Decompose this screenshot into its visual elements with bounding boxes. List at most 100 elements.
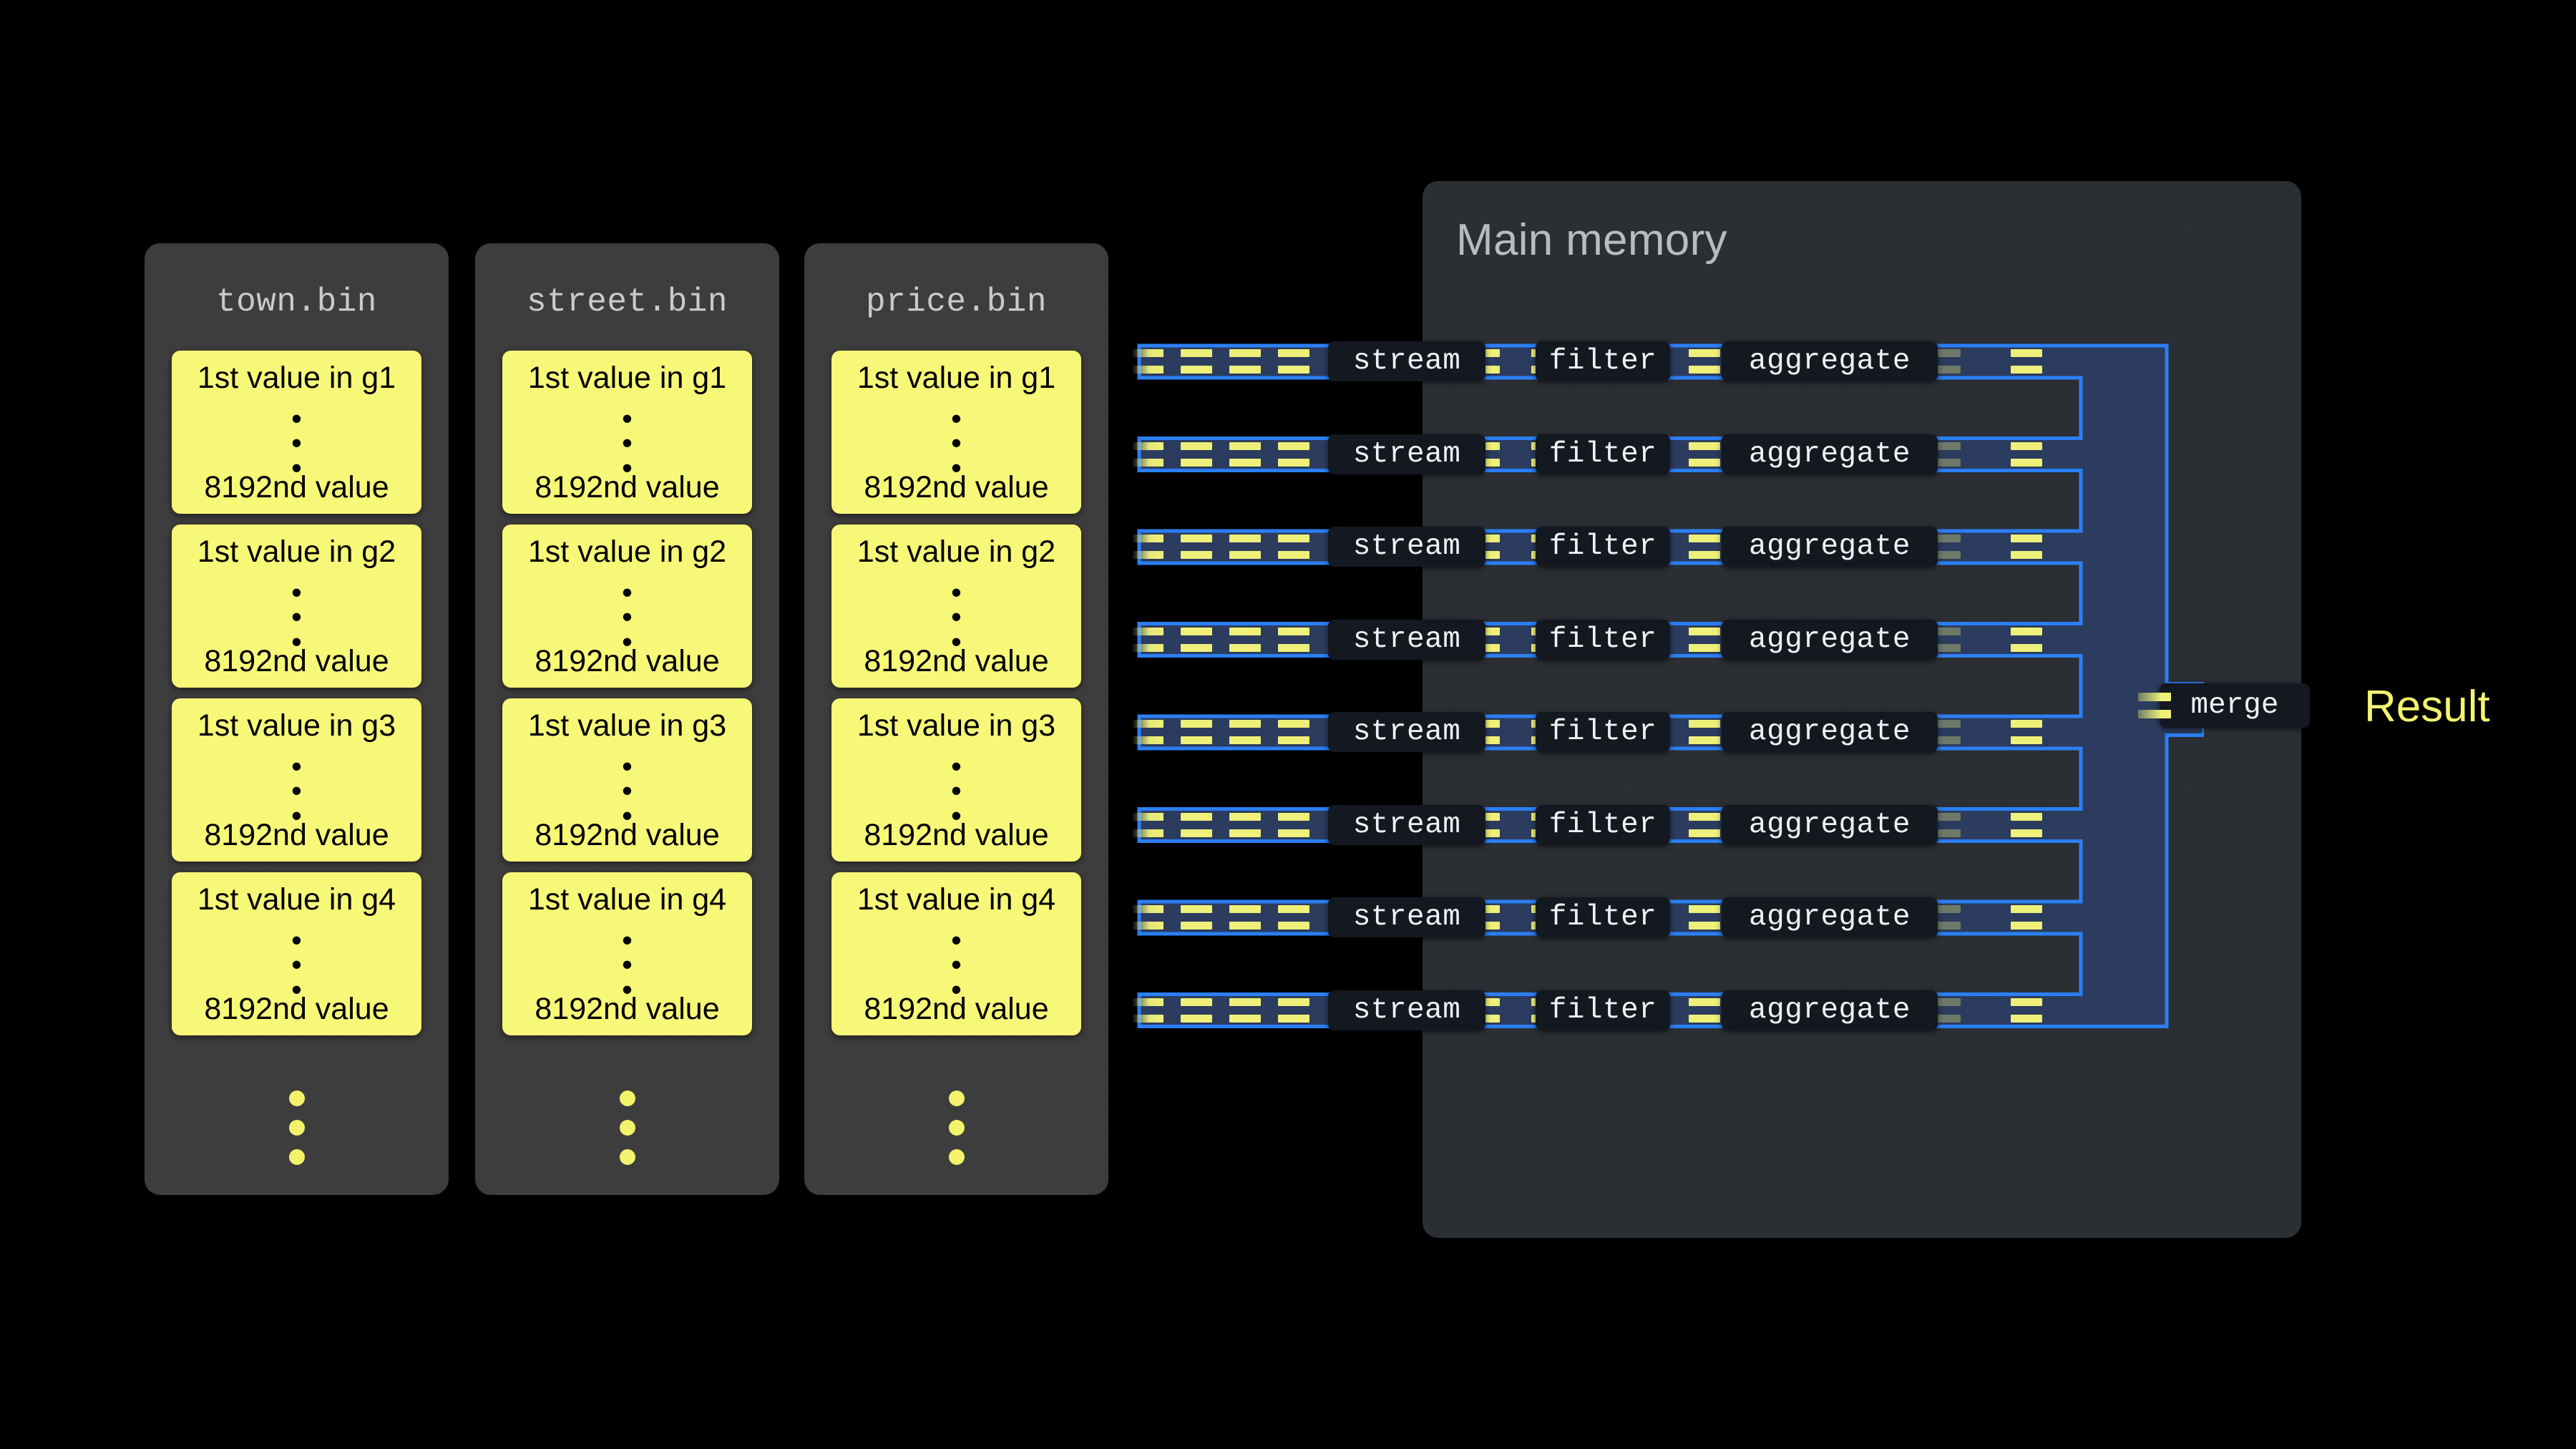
pipeline-stage-stream[interactable]: stream xyxy=(1328,619,1485,660)
group-block: 1st value in g2 • • • 8192nd value xyxy=(502,525,752,688)
more-groups-ellipsis-icon xyxy=(475,1077,779,1165)
dataflow-connector-icon xyxy=(2011,349,2042,374)
dataflow-connector-icon xyxy=(1689,997,1720,1023)
group-last-value: 8192nd value xyxy=(535,992,720,1026)
pipeline-stage-filter[interactable]: filter xyxy=(1536,990,1670,1030)
pipeline-stage-aggregate[interactable]: aggregate xyxy=(1722,619,1938,660)
dataflow-connector-icon xyxy=(1929,812,1961,837)
pipeline-stage-stream[interactable]: stream xyxy=(1328,527,1485,567)
dataflow-connector-icon xyxy=(1278,627,1309,652)
dataflow-connector-icon xyxy=(1278,997,1309,1023)
group-last-value: 8192nd value xyxy=(864,818,1049,852)
dataflow-connector-icon xyxy=(1689,812,1720,837)
dataflow-connector-icon xyxy=(1689,535,1720,559)
dataflow-connector-icon xyxy=(1278,812,1309,837)
group-first-value: 1st value in g1 xyxy=(197,361,396,395)
dataflow-connector-icon xyxy=(1929,535,1961,559)
dataflow-connector-icon xyxy=(2011,535,2042,559)
dataflow-connector-icon xyxy=(1278,720,1309,744)
dataflow-connector-icon xyxy=(1132,535,1163,559)
group-first-value: 1st value in g3 xyxy=(197,708,396,743)
pipeline-stage-stream[interactable]: stream xyxy=(1328,897,1485,937)
column-file-name: price.bin xyxy=(866,283,1047,321)
pipeline-stage-aggregate[interactable]: aggregate xyxy=(1722,434,1938,474)
dataflow-connector-icon xyxy=(1181,627,1212,652)
dataflow-connector-icon xyxy=(1229,627,1261,652)
dataflow-connector-icon xyxy=(2011,905,2042,930)
group-first-value: 1st value in g4 xyxy=(197,882,396,917)
pipeline-stage-filter[interactable]: filter xyxy=(1536,804,1670,845)
dataflow-connector-icon xyxy=(2011,441,2042,467)
dataflow-connector-icon xyxy=(1229,441,1261,467)
dataflow-connector-icon xyxy=(1181,997,1212,1023)
dataflow-connector-icon xyxy=(1689,720,1720,744)
group-last-value: 8192nd value xyxy=(864,992,1049,1026)
column-file-name: town.bin xyxy=(216,283,377,321)
vertical-ellipsis-icon: • • • xyxy=(291,401,302,484)
dataflow-connector-icon xyxy=(1132,905,1163,930)
dataflow-connector-icon xyxy=(2011,627,2042,652)
group-block: 1st value in g1 • • • 8192nd value xyxy=(831,351,1081,514)
vertical-ellipsis-icon: • • • xyxy=(291,923,302,1006)
pipeline-stage-stream[interactable]: stream xyxy=(1328,341,1485,381)
group-block: 1st value in g2 • • • 8192nd value xyxy=(172,525,421,688)
pipeline-stage-filter[interactable]: filter xyxy=(1536,712,1670,752)
pipeline-row: stream filter aggregate xyxy=(0,341,2576,381)
group-first-value: 1st value in g3 xyxy=(857,708,1056,743)
dataflow-connector-icon xyxy=(1929,997,1961,1023)
dataflow-connector-icon xyxy=(1181,905,1212,930)
pipeline-stage-filter[interactable]: filter xyxy=(1536,897,1670,937)
group-first-value: 1st value in g2 xyxy=(527,535,727,569)
pipeline-stage-filter[interactable]: filter xyxy=(1536,434,1670,474)
dataflow-connector-icon xyxy=(1229,349,1261,374)
pipeline-stage-filter[interactable]: filter xyxy=(1536,619,1670,660)
group-list: 1st value in g1 • • • 8192nd value 1st val… xyxy=(831,351,1081,1046)
pipeline-stage-aggregate[interactable]: aggregate xyxy=(1722,897,1938,937)
group-block: 1st value in g1 • • • 8192nd value xyxy=(172,351,421,514)
dataflow-connector-icon xyxy=(1181,349,1212,374)
dataflow-connector-icon xyxy=(1278,349,1309,374)
pipeline-stage-stream[interactable]: stream xyxy=(1328,804,1485,845)
pipeline-stage-stream[interactable]: stream xyxy=(1328,434,1485,474)
dataflow-connector-icon xyxy=(1929,720,1961,744)
dataflow-connector-icon xyxy=(1689,349,1720,374)
group-last-value: 8192nd value xyxy=(864,644,1049,678)
pipeline-stage-aggregate[interactable]: aggregate xyxy=(1722,527,1938,567)
pipeline-row: stream filter aggregate xyxy=(0,434,2576,474)
pipeline-stage-aggregate[interactable]: aggregate xyxy=(1722,804,1938,845)
pipeline-row: stream filter aggregate xyxy=(0,990,2576,1030)
dataflow-connector-icon xyxy=(2011,812,2042,837)
pipeline-stage-aggregate[interactable]: aggregate xyxy=(1722,341,1938,381)
pipeline-stage-stream[interactable]: stream xyxy=(1328,990,1485,1030)
group-first-value: 1st value in g2 xyxy=(857,535,1056,569)
group-last-value: 8192nd value xyxy=(535,644,720,678)
group-last-value: 8192nd value xyxy=(204,992,389,1026)
dataflow-connector-icon xyxy=(2011,720,2042,744)
group-block: 1st value in g1 • • • 8192nd value xyxy=(502,351,752,514)
pipeline-stage-aggregate[interactable]: aggregate xyxy=(1722,990,1938,1030)
more-groups-ellipsis-icon xyxy=(145,1077,449,1165)
pipeline-row: stream filter aggregate xyxy=(0,897,2576,937)
dataflow-connector-icon xyxy=(1229,812,1261,837)
more-groups-ellipsis-icon xyxy=(804,1077,1108,1165)
dataflow-connector-icon xyxy=(1132,349,1163,374)
dataflow-connector-icon xyxy=(1929,627,1961,652)
dataflow-connector-icon xyxy=(1278,535,1309,559)
merge-node[interactable]: merge xyxy=(2160,683,2310,728)
merge-connector-icon xyxy=(2138,693,2171,718)
pipeline-row: stream filter aggregate xyxy=(0,527,2576,567)
main-memory-title: Main memory xyxy=(1456,215,1727,265)
dataflow-connector-icon xyxy=(1229,997,1261,1023)
dataflow-connector-icon xyxy=(1181,812,1212,837)
group-last-value: 8192nd value xyxy=(204,818,389,852)
dataflow-connector-icon xyxy=(1278,905,1309,930)
pipeline-stage-filter[interactable]: filter xyxy=(1536,341,1670,381)
pipeline-stage-filter[interactable]: filter xyxy=(1536,527,1670,567)
dataflow-connector-icon xyxy=(1132,627,1163,652)
vertical-ellipsis-icon: • • • xyxy=(291,749,302,832)
pipeline-stage-stream[interactable]: stream xyxy=(1328,712,1485,752)
vertical-ellipsis-icon: • • • xyxy=(951,749,962,832)
pipeline-stage-aggregate[interactable]: aggregate xyxy=(1722,712,1938,752)
group-block: 1st value in g4 • • • 8192nd value xyxy=(831,872,1081,1035)
